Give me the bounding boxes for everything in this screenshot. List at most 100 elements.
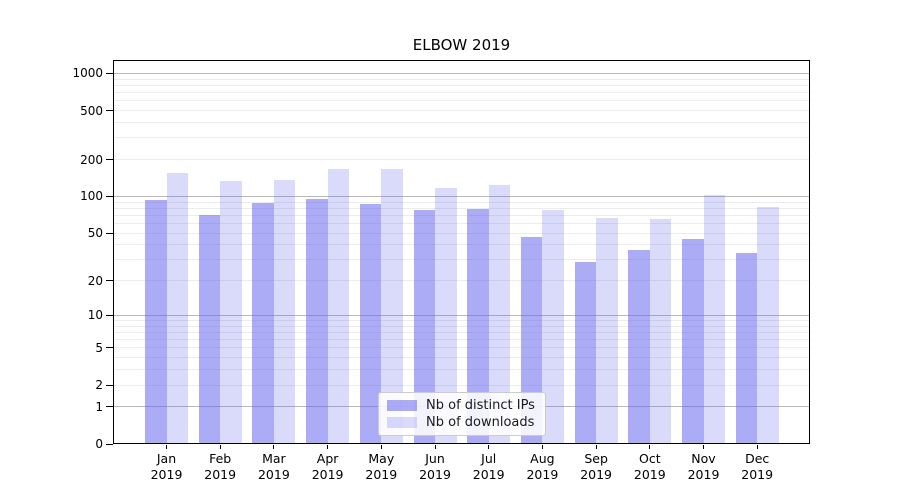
bar-distinct-ips-feb <box>198 214 221 443</box>
y-tick-label: 1 <box>95 399 103 414</box>
gridline-minor <box>114 339 809 341</box>
x-tick-year: 2019 <box>472 467 505 482</box>
bar-distinct-ips-jan <box>145 200 167 443</box>
x-tick-mark <box>219 445 221 449</box>
gridline-minor <box>114 232 809 234</box>
x-tick-year: 2019 <box>419 467 451 482</box>
x-tick-month: May <box>368 451 395 466</box>
x-tick-label-oct: Oct 2019 <box>623 451 677 483</box>
y-tick-label: 2 <box>95 378 103 393</box>
x-tick-year: 2019 <box>687 467 720 482</box>
y-tick-label: 5 <box>95 340 103 355</box>
x-tick-mark <box>434 445 436 449</box>
y-tick-label: 50 <box>87 226 103 241</box>
gridline-major <box>114 72 809 74</box>
gridline-minor <box>114 159 809 161</box>
y-tick-label: 10 <box>87 308 103 323</box>
x-tick-month: Feb <box>209 451 232 466</box>
bar-downloads-apr <box>327 169 350 443</box>
plot-area <box>113 60 810 444</box>
legend-label-distinct-ips: Nb of distinct IPs <box>426 398 535 413</box>
y-tick-mark <box>106 280 113 282</box>
gridline-minor <box>114 369 809 371</box>
gridline-minor <box>114 84 809 86</box>
x-tick-year: 2019 <box>311 467 344 482</box>
y-tick-label: 20 <box>87 273 103 288</box>
y-tick-mark <box>106 347 113 349</box>
x-tick-label-aug: Aug 2019 <box>515 451 569 483</box>
x-tick-month: Jul <box>481 451 497 466</box>
bar-downloads-aug <box>542 210 564 443</box>
y-tick-mark <box>106 443 113 445</box>
gridline-minor <box>114 223 809 224</box>
legend-swatch-downloads <box>387 417 417 428</box>
x-tick-month: Apr <box>316 451 339 466</box>
x-tick-label-nov: Nov 2019 <box>677 451 731 483</box>
gridline-minor <box>114 325 809 327</box>
x-tick-month: Aug <box>530 451 555 466</box>
y-tick-label: 200 <box>80 152 103 167</box>
gridline-minor <box>114 201 809 203</box>
x-tick-label-sep: Sep 2019 <box>569 451 623 483</box>
x-tick-mark <box>380 445 382 449</box>
gridline-minor <box>114 78 809 80</box>
bar-distinct-ips-aug <box>520 237 543 443</box>
x-tick-month: Mar <box>262 451 286 466</box>
gridline-minor <box>114 100 809 102</box>
x-tick-mark <box>649 445 651 449</box>
gridline-minor <box>114 331 809 333</box>
gridline-minor <box>114 320 809 321</box>
bar-distinct-ips-sep <box>574 261 597 443</box>
x-tick-label-feb: Feb 2019 <box>193 451 247 483</box>
x-tick-month: Nov <box>691 451 716 466</box>
bar-downloads-nov <box>703 194 725 443</box>
legend-label-downloads: Nb of downloads <box>426 415 535 430</box>
gridline-minor <box>114 214 809 216</box>
bar-distinct-ips-jul <box>467 208 489 443</box>
y-tick-mark <box>106 159 113 161</box>
legend-item-distinct-ips: Nb of distinct IPs <box>387 398 537 413</box>
gridline-minor <box>114 280 809 282</box>
y-tick-mark <box>106 406 113 408</box>
x-tick-label-apr: Apr 2019 <box>301 451 355 483</box>
gridline-minor <box>114 137 809 139</box>
legend-item-downloads: Nb of downloads <box>387 415 537 430</box>
gridline-minor <box>114 259 809 261</box>
x-tick-month: Sep <box>584 451 608 466</box>
bar-downloads-oct <box>649 219 672 443</box>
bar-distinct-ips-dec <box>735 253 758 443</box>
y-tick-mark <box>106 72 113 74</box>
x-tick-label-may: May 2019 <box>354 451 408 483</box>
bar-distinct-ips-oct <box>628 250 650 443</box>
bar-distinct-ips-jun <box>413 209 435 443</box>
x-tick-year: 2019 <box>633 467 666 482</box>
x-tick-month: Jan <box>156 451 177 466</box>
x-tick-year: 2019 <box>257 467 290 482</box>
x-tick-mark <box>756 445 758 449</box>
bar-downloads-jun <box>435 187 457 443</box>
gridline-major <box>114 195 809 197</box>
x-tick-mark <box>541 445 543 449</box>
bar-distinct-ips-nov <box>682 238 704 443</box>
x-tick-label-jan: Jan 2019 <box>140 451 194 483</box>
y-tick-label: 0 <box>95 437 103 451</box>
bar-downloads-sep <box>596 218 618 443</box>
x-tick-year: 2019 <box>365 467 398 482</box>
gridline-major <box>114 314 809 316</box>
x-tick-year: 2019 <box>526 467 559 482</box>
x-tick-month: Oct <box>638 451 661 466</box>
legend-swatch-distinct-ips <box>387 400 417 411</box>
x-tick-year: 2019 <box>204 467 237 482</box>
gridline-minor <box>114 244 809 246</box>
x-tick-label-mar: Mar 2019 <box>247 451 301 483</box>
gridline-minor <box>114 357 809 359</box>
x-tick-mark <box>273 445 275 449</box>
x-tick-month: Dec <box>745 451 770 466</box>
bar-downloads-mar <box>273 180 296 443</box>
y-tick-mark <box>106 314 113 316</box>
x-tick-year: 2019 <box>580 467 612 482</box>
gridline-minor <box>114 92 809 94</box>
legend: Nb of distinct IPs Nb of downloads <box>378 392 546 436</box>
gridline-minor <box>114 110 809 112</box>
